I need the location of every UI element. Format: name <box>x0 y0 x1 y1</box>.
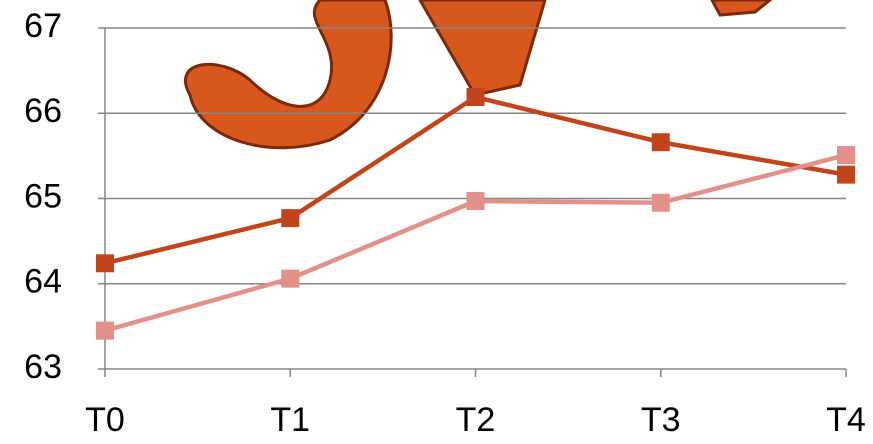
decoration <box>183 0 773 150</box>
x-tick-label: T2 <box>456 401 496 439</box>
x-tick-label: T3 <box>641 401 681 439</box>
x-tick-label: T4 <box>826 401 866 439</box>
x-tick-label: T1 <box>270 401 310 439</box>
marker <box>651 133 670 152</box>
y-tick-label: 66 <box>24 92 62 130</box>
marker <box>837 165 855 184</box>
y-tick-label: 63 <box>24 348 62 386</box>
marker <box>281 269 300 288</box>
marker <box>96 254 114 273</box>
marker <box>837 146 855 165</box>
marker <box>96 321 114 340</box>
y-tick-label: 67 <box>24 7 62 45</box>
decoration-shape <box>710 0 773 17</box>
marker <box>466 88 485 107</box>
y-tick-label: 65 <box>24 177 62 215</box>
decoration-shape <box>418 0 547 97</box>
decoration-shape <box>183 0 393 150</box>
marker <box>466 192 485 211</box>
x-tick-label: T0 <box>85 401 125 439</box>
marker <box>281 209 300 228</box>
series-line <box>104 152 847 333</box>
marker <box>651 193 670 212</box>
y-tick-label: 64 <box>24 263 62 301</box>
